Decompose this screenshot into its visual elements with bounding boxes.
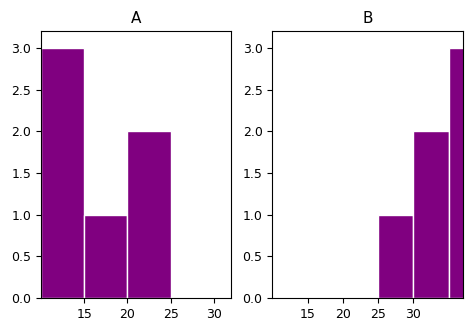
Title: A: A — [131, 11, 141, 26]
Title: B: B — [362, 11, 373, 26]
Bar — [449, 48, 474, 298]
Bar — [128, 131, 171, 298]
Bar — [41, 48, 84, 298]
Bar — [413, 131, 449, 298]
Bar — [378, 215, 413, 298]
Bar — [84, 215, 128, 298]
